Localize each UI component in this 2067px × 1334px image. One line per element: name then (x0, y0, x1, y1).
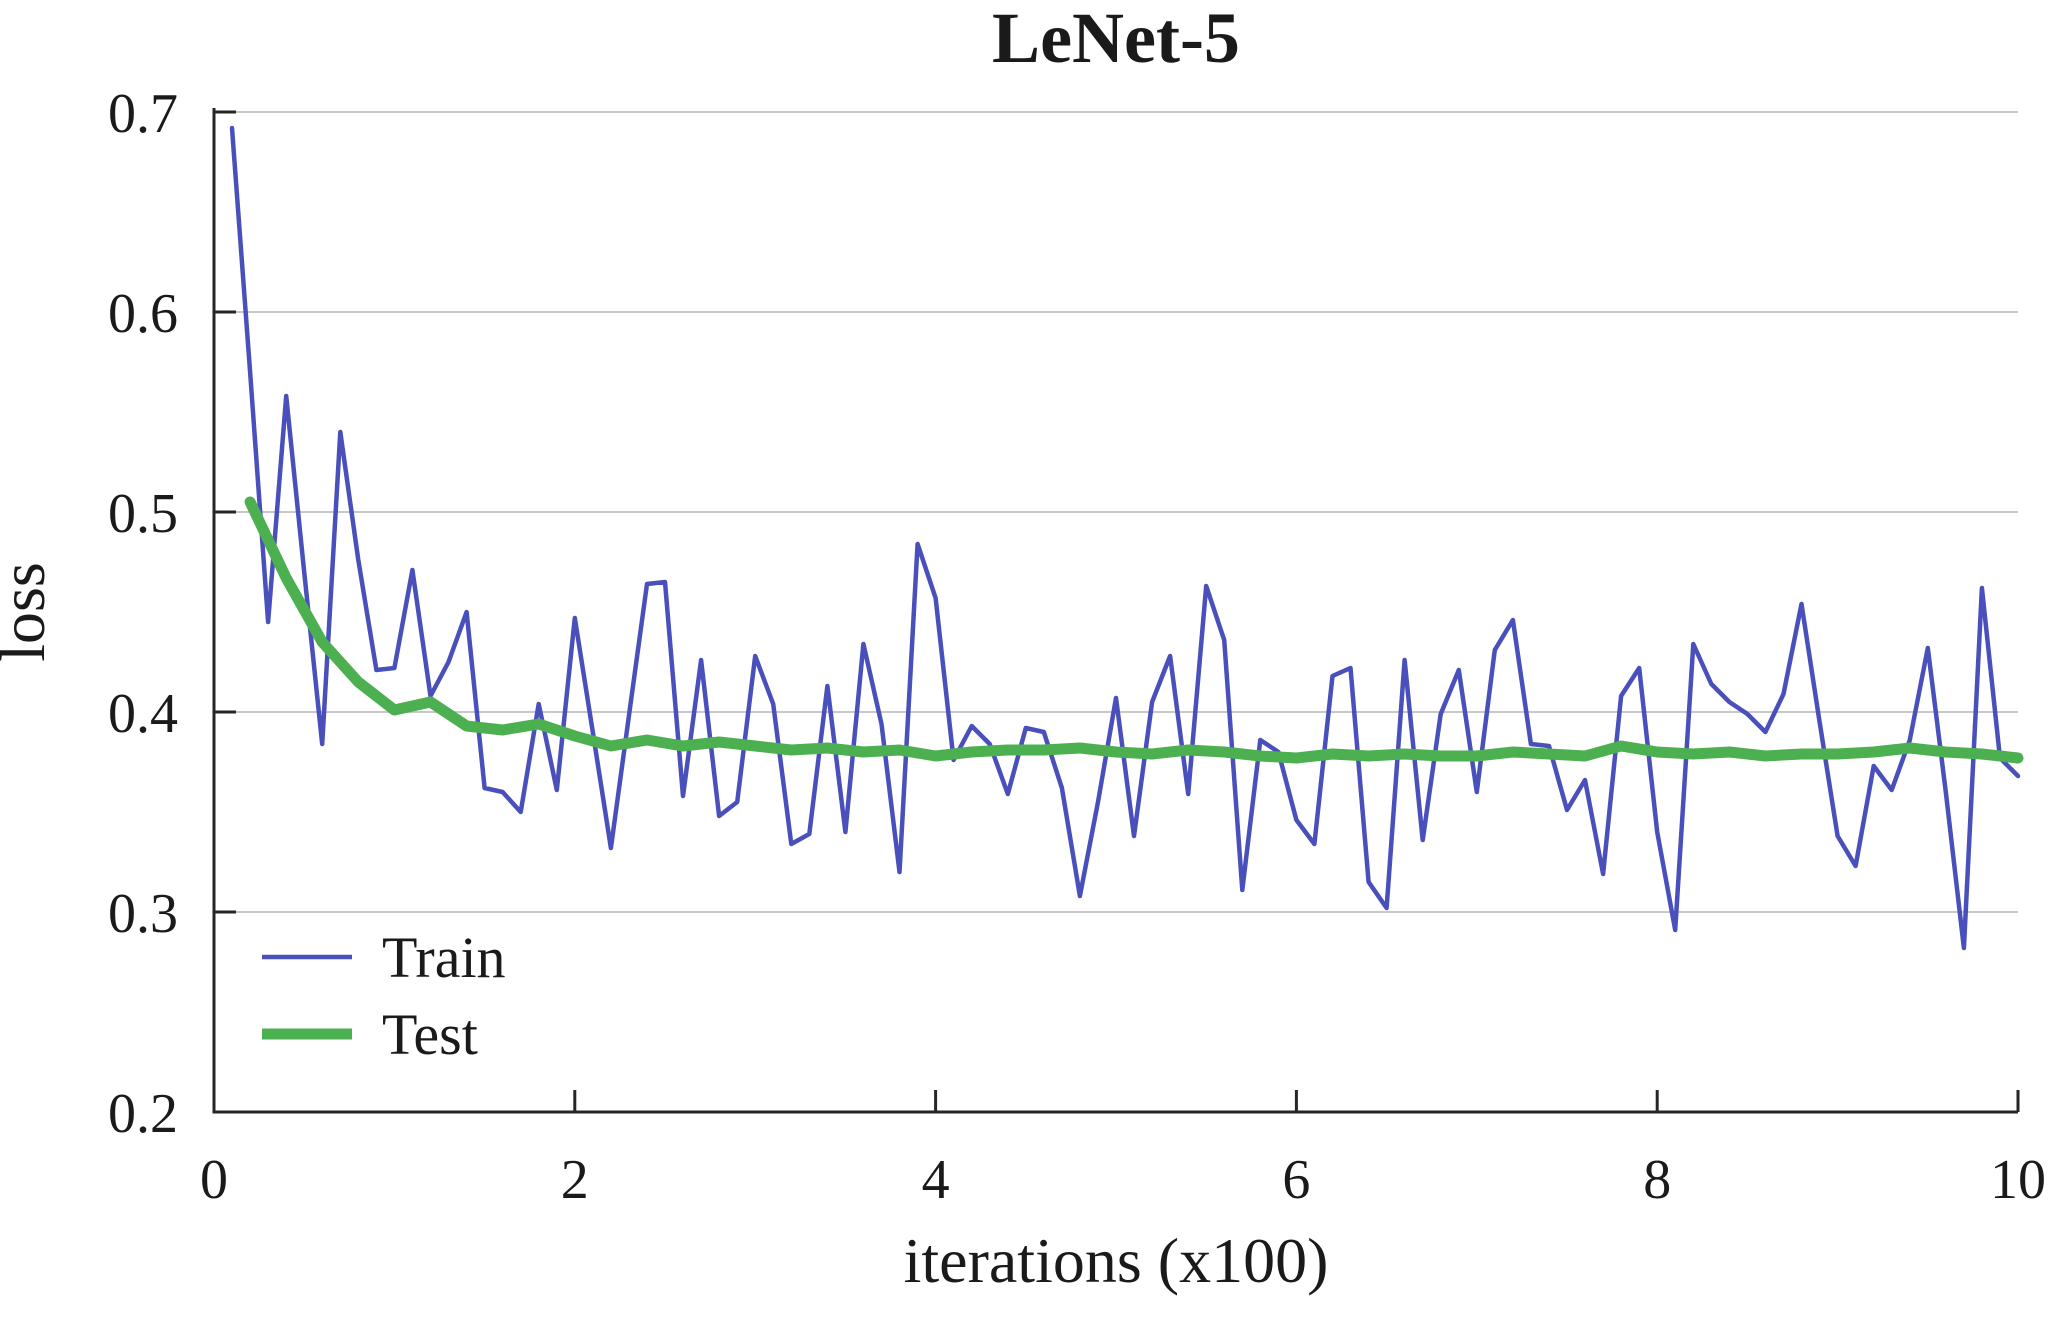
x-tick-label: 4 (922, 1149, 950, 1211)
x-tick-label: 2 (561, 1149, 589, 1211)
y-tick-label: 0.6 (108, 283, 178, 345)
legend-label-train: Train (382, 925, 506, 990)
y-axis-label: loss (0, 562, 58, 662)
y-tick-label: 0.7 (108, 83, 178, 145)
tick-marks (212, 110, 2020, 1114)
series-lines (229, 125, 2024, 951)
gridlines (214, 111, 2018, 913)
x-axis-label: iterations (x100) (904, 1225, 1329, 1296)
y-axis-tick-labels: 0.2 0.3 0.4 0.5 0.6 0.7 (108, 83, 178, 1145)
x-tick-label: 0 (200, 1149, 228, 1211)
y-tick-label: 0.4 (108, 683, 178, 745)
y-tick-label: 0.2 (108, 1083, 178, 1145)
x-tick-label: 8 (1643, 1149, 1671, 1211)
x-tick-label: 6 (1282, 1149, 1310, 1211)
legend-label-test: Test (382, 1002, 478, 1067)
x-axis-tick-labels: 0 2 4 6 8 10 (200, 1149, 2046, 1211)
legend: Train Test (262, 925, 506, 1067)
x-tick-label: 10 (1990, 1149, 2046, 1211)
test-line (244, 496, 2024, 764)
axes (212, 108, 2018, 1114)
chart-title: LeNet-5 (992, 0, 1240, 78)
y-tick-label: 0.3 (108, 883, 178, 945)
y-tick-label: 0.5 (108, 483, 178, 545)
train-line (229, 125, 2021, 951)
